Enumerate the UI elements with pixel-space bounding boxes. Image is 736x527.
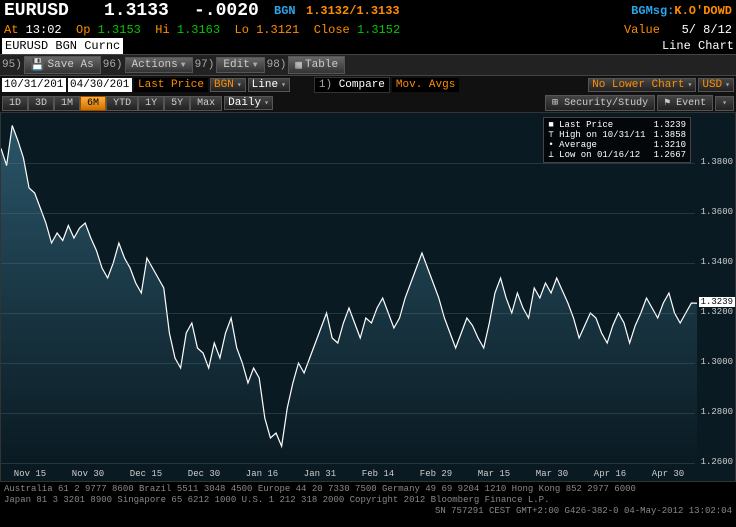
x-tick: Apr 30 [652, 469, 684, 479]
x-tick: Feb 14 [362, 469, 394, 479]
footer: Australia 61 2 9777 8600 Brazil 5511 304… [0, 482, 736, 518]
main-toolbar: 95) 💾Save As 96) Actions▼ 97) Edit▼ 98) … [0, 54, 736, 76]
ask: 1.3133 [356, 4, 399, 18]
actions-button[interactable]: Actions▼ [125, 57, 193, 73]
footer-line1: Australia 61 2 9777 8600 Brazil 5511 304… [4, 484, 732, 495]
range-max[interactable]: Max [190, 96, 222, 111]
mov-avgs-button[interactable]: Mov. Avgs [392, 78, 459, 92]
symbol-full[interactable]: EURUSD BGN Curnc [2, 38, 123, 54]
x-tick: Dec 30 [188, 469, 220, 479]
ticker-symbol: EURUSD [4, 1, 104, 21]
range-1m[interactable]: 1M [54, 96, 80, 111]
value-label: Value [624, 23, 660, 37]
low: 1.3121 [256, 23, 299, 37]
flag-icon: ⚑ [664, 98, 670, 109]
last-price-label[interactable]: Last Price [134, 78, 208, 92]
source-select[interactable]: BGN▾ [210, 78, 246, 92]
range-6m[interactable]: 6M [80, 96, 106, 111]
x-tick: Feb 29 [420, 469, 452, 479]
table-icon: ▦ [295, 58, 302, 72]
chevron-down-icon: ▼ [181, 61, 186, 70]
x-tick: Mar 30 [536, 469, 568, 479]
chevron-down-icon: ▼ [253, 61, 258, 70]
symbol-row: EURUSD BGN Curnc Line Chart [0, 38, 736, 54]
table-button[interactable]: ▦Table [288, 56, 345, 74]
open: 1.3153 [98, 23, 141, 37]
footer-line2: Japan 81 3 3201 8900 Singapore 65 6212 1… [4, 495, 732, 506]
ticker-header: EURUSD 1.3133 -.0020 BGN 1.3132/1.3133 B… [0, 0, 736, 22]
event-button[interactable]: ⚑ Event [657, 95, 713, 111]
chevron-down-icon: ▾ [281, 80, 286, 90]
chevron-down-icon: ▾ [722, 99, 727, 108]
range-1d[interactable]: 1D [2, 96, 28, 111]
currency-select[interactable]: USD▾ [698, 78, 734, 92]
ohlc-row: At 13:02 Op 1.3153 Hi 1.3163 Lo 1.3121 C… [0, 22, 736, 38]
range-1y[interactable]: 1Y [138, 96, 164, 111]
dropdown-button[interactable]: ▾ [715, 96, 734, 111]
x-tick: Apr 16 [594, 469, 626, 479]
save-as-button[interactable]: 💾Save As [24, 56, 101, 74]
range-row: 1D3D1M6MYTD1Y5YMax Daily▾ ⊞ Security/Stu… [0, 94, 736, 112]
search-icon: ⊞ [552, 98, 558, 109]
interval-select[interactable]: Daily▾ [224, 96, 273, 110]
msg-user: K.O'DOWD [674, 4, 732, 18]
line-type-select[interactable]: Line▾ [248, 78, 290, 92]
y-tick: 1.3600 [701, 207, 733, 217]
source-code: BGN [274, 4, 306, 18]
price-chart[interactable]: 1.3800 1.3600 1.3400 1.3200 1.3000 1.2800 1.26… [0, 112, 736, 482]
close: 1.3152 [357, 23, 400, 37]
compare-button[interactable]: 1) Compare [314, 77, 390, 93]
x-tick: Dec 15 [130, 469, 162, 479]
chevron-down-icon: ▾ [264, 98, 269, 108]
y-tick: 1.3800 [701, 157, 733, 167]
edit-button[interactable]: Edit▼ [216, 57, 264, 73]
msg-label: BGMsg: [631, 4, 674, 18]
config-row: Last Price BGN▾ Line▾ 1) Compare Mov. Av… [0, 76, 736, 94]
security-study-button[interactable]: ⊞ Security/Study [545, 95, 655, 111]
last-price-marker: 1.3239 [699, 297, 735, 307]
bid: 1.3132 [306, 4, 349, 18]
value-date: 5/ 8/12 [682, 23, 732, 37]
y-tick: 1.3000 [701, 357, 733, 367]
chart-legend: ■ Last Price1.3239 ⊤ High on 10/31/111.3… [543, 117, 691, 163]
range-3d[interactable]: 3D [28, 96, 54, 111]
high: 1.3163 [177, 23, 220, 37]
date-from-input[interactable] [2, 78, 66, 92]
chart-type-label: Line Chart [662, 39, 734, 53]
save-icon: 💾 [31, 58, 45, 72]
y-tick: 1.3200 [701, 307, 733, 317]
price-change: -.0020 [194, 1, 274, 21]
x-tick: Jan 31 [304, 469, 336, 479]
last-price: 1.3133 [104, 1, 194, 21]
x-tick: Nov 15 [14, 469, 46, 479]
y-tick: 1.2600 [701, 457, 733, 467]
y-tick: 1.3400 [701, 257, 733, 267]
x-tick: Jan 16 [246, 469, 278, 479]
at-time: 13:02 [26, 23, 62, 37]
chevron-down-icon: ▾ [688, 80, 693, 90]
chevron-down-icon: ▾ [237, 80, 242, 90]
x-tick: Nov 30 [72, 469, 104, 479]
range-ytd[interactable]: YTD [106, 96, 138, 111]
y-tick: 1.2800 [701, 407, 733, 417]
lower-chart-select[interactable]: No Lower Chart▾ [588, 78, 696, 92]
footer-line3: SN 757291 CEST GMT+2:00 G426-382-0 04-Ma… [4, 506, 732, 517]
x-tick: Mar 15 [478, 469, 510, 479]
chevron-down-icon: ▾ [725, 80, 730, 90]
range-5y[interactable]: 5Y [164, 96, 190, 111]
date-to-input[interactable] [68, 78, 132, 92]
